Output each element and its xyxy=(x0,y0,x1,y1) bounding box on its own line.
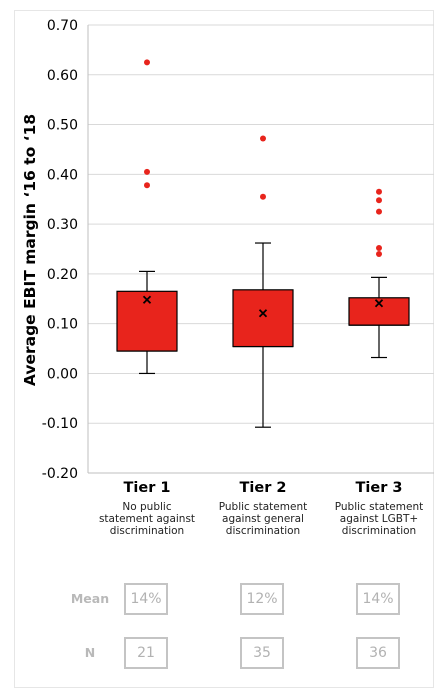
y-tick-label: 0.50 xyxy=(47,118,78,134)
boxes xyxy=(116,59,410,428)
y-tick-label: 0.10 xyxy=(47,317,78,333)
tier-2-name: Tier 2 xyxy=(239,480,287,496)
n-cell-tier-3: 36 xyxy=(356,637,400,669)
mean-marker-b xyxy=(142,295,152,304)
tier-3-name: Tier 3 xyxy=(355,480,403,496)
y-tick-label: 0.00 xyxy=(47,366,78,382)
y-tick-labels: 0.70 0.60 0.50 0.40 0.30 0.20 0.10 0.00 -0.10 -0.… xyxy=(42,18,78,480)
tier-3-desc-line-2: against LGBT+ xyxy=(339,513,419,525)
y-tick-label: -0.20 xyxy=(42,466,78,480)
box-plot-chart: 0.70 0.60 0.50 0.40 0.30 0.20 0.10 0.00 -0.10 -0.… xyxy=(42,18,434,480)
box-group-2 xyxy=(232,135,294,428)
tier-2-desc-line-2: against general xyxy=(222,513,304,525)
outlier-point xyxy=(144,168,150,175)
tier-1-desc-line-2: statement against xyxy=(98,513,196,525)
outlier-point xyxy=(144,182,150,189)
box-group-3 xyxy=(348,188,410,359)
mean-marker-b xyxy=(258,309,268,318)
y-tick-label: 0.60 xyxy=(47,68,78,84)
tier-3-desc-line-3: discrimination xyxy=(341,525,417,537)
chart-frame xyxy=(14,10,434,688)
y-tick-label: 0.30 xyxy=(47,217,78,233)
outlier-point xyxy=(376,250,382,257)
outlier-point xyxy=(376,188,382,195)
tier-3-desc-line-1: Public statement xyxy=(334,501,424,513)
y-tick-label: 0.70 xyxy=(47,18,78,34)
y-tick-label: 0.20 xyxy=(47,267,78,283)
mean-cell-tier-3: 14% xyxy=(356,583,400,615)
mean-row-label: Mean xyxy=(70,591,110,606)
tier-3-label: Tier 3 Public statement against LGBT+ di… xyxy=(319,480,437,537)
y-tick-label: -0.10 xyxy=(42,416,78,432)
tier-1-name: Tier 1 xyxy=(123,480,171,496)
outlier-point xyxy=(376,208,382,215)
mean-marker-b xyxy=(374,299,384,308)
axes xyxy=(87,25,434,474)
outlier-point xyxy=(260,135,266,142)
outlier-point xyxy=(260,193,266,200)
tier-2-desc-line-3: discrimination xyxy=(225,525,301,537)
box xyxy=(232,289,294,348)
n-row-label: N xyxy=(84,645,96,660)
n-cell-tier-1: 21 xyxy=(124,637,168,669)
box-group-1 xyxy=(116,59,178,375)
tier-1-desc-line-1: No public xyxy=(122,501,172,513)
mean-cell-tier-1: 14% xyxy=(124,583,168,615)
y-axis-label: Average EBIT margin ‘16 to ‘18 xyxy=(21,113,39,387)
box xyxy=(348,297,410,326)
outlier-point xyxy=(376,245,382,252)
outlier-point xyxy=(144,59,150,66)
y-tick-label: 0.40 xyxy=(47,167,78,183)
tier-2-desc-line-1: Public statement xyxy=(218,501,308,513)
grid-lines xyxy=(88,24,434,474)
tier-1-label: Tier 1 No public statement against discr… xyxy=(87,480,207,537)
mean-cell-tier-2: 12% xyxy=(240,583,284,615)
outlier-point xyxy=(376,197,382,204)
tier-2-label: Tier 2 Public statement against general … xyxy=(203,480,323,537)
tier-1-desc-line-3: discrimination xyxy=(109,525,185,537)
n-cell-tier-2: 35 xyxy=(240,637,284,669)
